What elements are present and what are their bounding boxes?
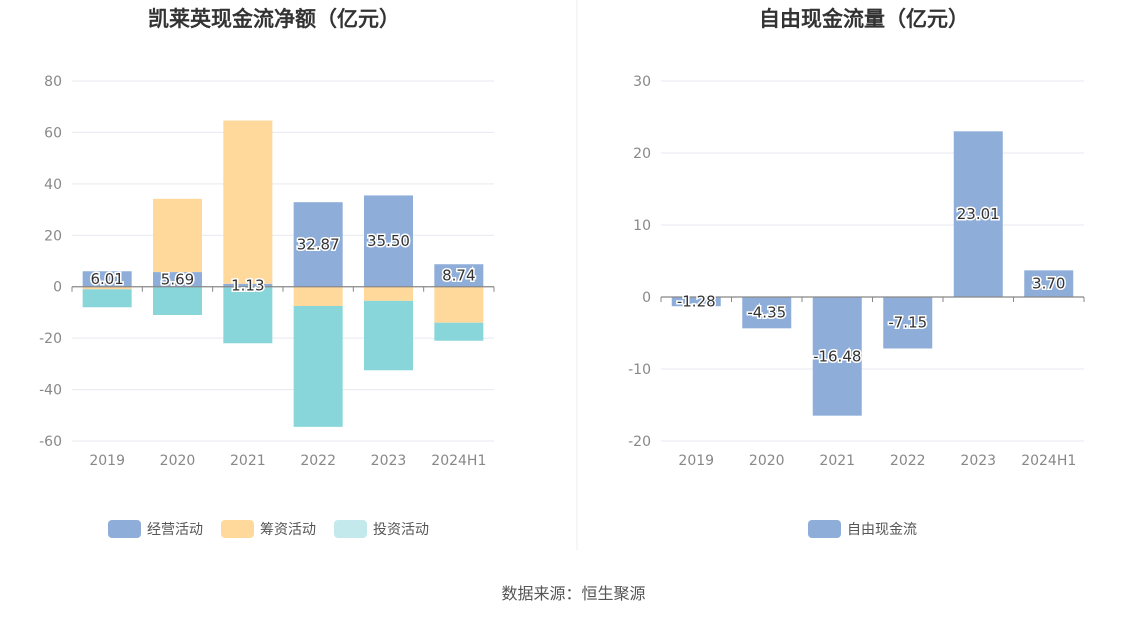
bar-investing (223, 286, 273, 344)
x-tick-label: 2019 (89, 453, 125, 469)
x-tick-label: 2022 (300, 453, 336, 469)
x-tick-label: 2024H1 (431, 453, 486, 469)
legend-swatch-financing (221, 520, 254, 538)
legend-label: 筹资活动 (260, 521, 316, 538)
y-tick-label: 30 (633, 74, 651, 90)
bar-financing (434, 286, 484, 323)
x-tick-label: 2021 (230, 453, 266, 469)
bar-free_cash_flow (1024, 270, 1074, 297)
x-tick-label: 2019 (678, 453, 714, 469)
bar-free_cash_flow (953, 131, 1003, 297)
data-label: -4.35 (747, 304, 786, 322)
y-tick-label: -20 (39, 331, 62, 347)
y-tick-label: 40 (44, 177, 62, 193)
y-tick-label: 20 (633, 146, 651, 162)
x-tick-label: 2020 (749, 453, 785, 469)
x-tick-label: 2022 (890, 453, 926, 469)
data-label: 8.74 (442, 266, 475, 284)
bar-free_cash_flow (742, 297, 792, 329)
data-label: -16.48 (813, 347, 861, 365)
bar-investing (82, 289, 132, 308)
y-tick-label: 0 (642, 290, 651, 306)
bar-operating (153, 272, 202, 287)
x-tick-label: 2024H1 (1021, 453, 1076, 469)
bar-financing (223, 120, 273, 284)
data-label: 5.69 (161, 270, 194, 288)
legend-label: 经营活动 (147, 522, 203, 538)
chart-title: 凯莱英现金流净额（亿元） (148, 7, 400, 31)
legend-swatch-free_cash_flow (808, 520, 841, 538)
data-label: 23.01 (957, 205, 1000, 223)
y-tick-label: -40 (39, 383, 62, 399)
chart-2: 自由现金流量（亿元） 30 20 10 0 -10 -20 2019 2020 2021 2022 2… (628, 7, 1085, 538)
data-label: 35.50 (367, 232, 410, 250)
y-tick-label: 80 (44, 74, 62, 90)
y-tick-label: 60 (44, 125, 62, 141)
data-source-note: 数据来源：恒生聚源 (501, 584, 646, 603)
bar-investing (364, 300, 413, 371)
x-tick-label: 2021 (819, 453, 855, 469)
x-tick-label: 2023 (960, 453, 996, 469)
legend-swatch-operating (108, 520, 141, 538)
x-tick-label: 2020 (160, 453, 196, 469)
legend-label: 自由现金流 (847, 522, 917, 538)
data-label: 1.13 (231, 276, 264, 294)
y-tick-label: 0 (53, 280, 62, 296)
bar-financing (293, 286, 343, 306)
y-tick-label: 20 (44, 228, 62, 244)
y-tick-label: -60 (39, 434, 62, 450)
y-tick-label: -20 (628, 434, 651, 450)
data-label: 6.01 (90, 270, 123, 288)
data-label: -1.28 (677, 293, 716, 311)
bar-free_cash_flow (671, 297, 721, 307)
bar-investing (293, 306, 343, 427)
x-tick-label: 2023 (371, 453, 407, 469)
y-tick-label: -10 (628, 362, 651, 378)
chart-title: 自由现金流量（亿元） (759, 7, 969, 31)
bar-financing (82, 286, 132, 290)
data-label: 3.70 (1032, 275, 1065, 293)
bar-operating (82, 271, 132, 287)
data-label: -7.15 (888, 314, 927, 332)
bar-operating (364, 195, 413, 287)
data-label: 32.87 (297, 235, 340, 253)
bar-free_cash_flow (812, 297, 862, 416)
bar-investing (153, 286, 202, 315)
bar-investing (434, 322, 484, 341)
bar-operating (293, 202, 343, 287)
bar-financing (153, 198, 202, 273)
bar-operating (223, 283, 273, 287)
y-tick-label: 10 (633, 218, 651, 234)
legend-swatch-investing (334, 520, 367, 538)
bar-free_cash_flow (883, 297, 933, 349)
legend-label: 投资活动 (373, 522, 429, 538)
bar-operating (434, 264, 484, 287)
chart-1: 凯莱英现金流净额（亿元） 80 60 40 20 0 -20 -40 -60 2019 2020 20… (39, 7, 495, 538)
bar-financing (364, 286, 413, 301)
